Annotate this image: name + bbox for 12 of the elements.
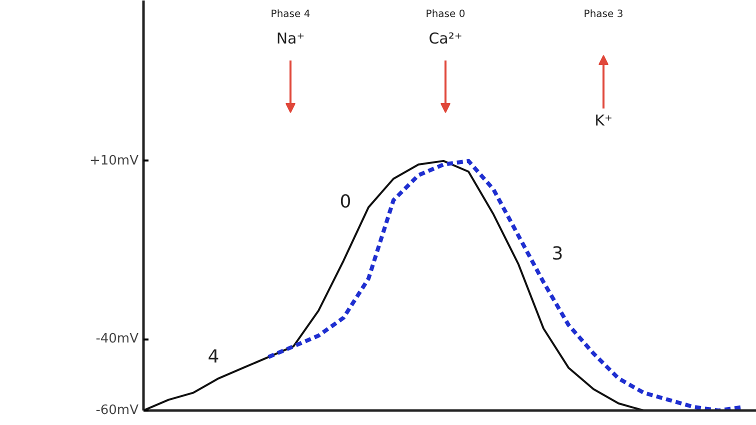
- annotation: Phase 4: [270, 9, 310, 20]
- annotation: Ca²⁺: [428, 30, 462, 48]
- annotation: 4: [208, 346, 220, 368]
- annotation: K⁺: [594, 112, 612, 130]
- annotation: Phase 3: [584, 9, 624, 20]
- annotation: 0: [340, 192, 352, 212]
- annotation: Na⁺: [276, 30, 305, 48]
- y-tick-label: -60mV: [96, 403, 139, 418]
- annotation: Phase 0: [426, 9, 466, 20]
- annotation: 3: [552, 244, 564, 264]
- y-tick-label: +10mV: [90, 153, 139, 168]
- y-tick-label: -40mV: [96, 332, 139, 347]
